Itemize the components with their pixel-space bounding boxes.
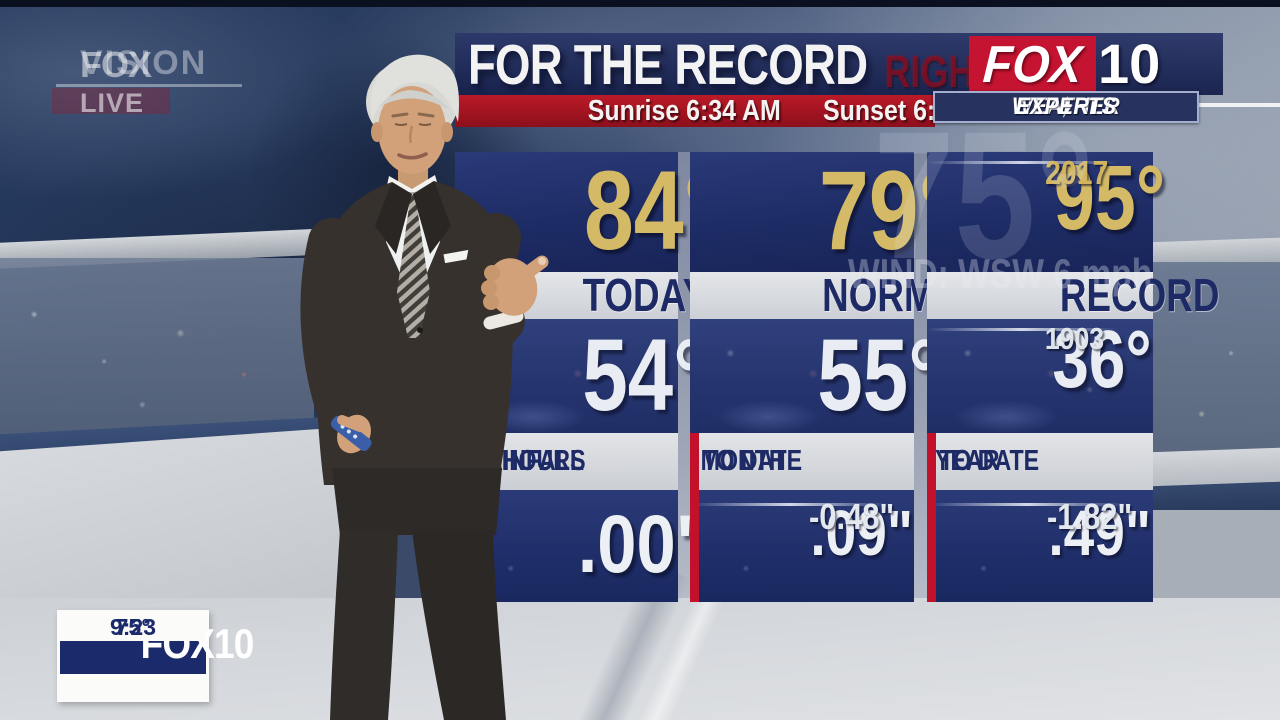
fox-logo-ten: 10 [1098,32,1161,95]
ghost-current-temp: 75° [873,93,1094,297]
lightning-bolt-icon [1059,96,1073,118]
bug-clock: 9:23 [109,614,157,640]
red-divider-bar [927,433,936,602]
weather-experts-badge: WEATHER EXPERTS [933,91,1199,123]
year-to-date-value-block: .49" -1.82" [927,490,1153,602]
rainfall-24h-value: .00" [577,499,709,590]
record-high-block: 95° 2017 [927,152,1165,272]
month-to-date-value: .09" [810,497,913,569]
record-high-year: 2017 [1045,154,1109,191]
experts-label: EXPERTS [1015,93,1117,120]
record-low-year: 1903 [1044,321,1105,356]
live-badge: LIVE [80,88,145,118]
watermark-vision-label: VISION [80,44,208,82]
record-high-temp: 95° [1053,147,1166,249]
weatherman-silhouette [300,54,549,720]
watermark-fox-label: FOX [80,44,152,85]
record-label-band: RECORD [927,272,1219,319]
bug-temperature: 75° [115,614,151,640]
station-bug: FOX10 9:23 75° [57,610,254,702]
watermark-divider [56,84,242,87]
frame-top-edge [0,0,1280,7]
year-to-date-header-band: YEAR TO DATE [927,433,1153,490]
month-to-date-header-band: MONTH TO DATE [690,433,914,490]
watermark-red-band [52,88,170,114]
red-divider-bar [690,433,699,602]
today-low-temp: 54° [581,318,706,432]
fox-logo: FOX [969,36,1096,94]
header-accent-line [1199,103,1280,107]
sunset-time: Sunset 6:38 PM [823,95,1008,127]
year-to-date-value: .49" [1048,497,1151,569]
studio-glass-panel-right [1148,262,1280,452]
month-to-date-departure: -0.48" [808,496,895,537]
station-bug-info: 9:23 75° [60,614,206,641]
normal-low-temp: 55° [817,318,941,432]
separator-line [927,328,1117,331]
separator-line [690,503,890,506]
studio-glass-panel-left [0,258,314,446]
separator-line [927,161,1117,164]
sun-times-bar [456,95,935,127]
sunrise-time: Sunrise 6:34 AM [587,95,781,127]
normal-low-block: 55° [690,319,941,433]
ghost-wind-readout: WIND: WSW 6 mph [848,250,1153,297]
foxvision-watermark: FOX VISION LIVE [50,44,290,124]
studio-gray-band-right [1148,510,1280,610]
record-low-temp: 36° [1052,314,1152,405]
month-to-date-value-block: .09" -0.48" [690,490,914,602]
column-record: 95° 2017 RECORD 36° 1903 YEAR TO DATE .4… [927,152,1219,602]
record-low-block: 36° 1903 [927,319,1153,433]
separator-line [927,503,1127,506]
year-to-date-departure: -1.82" [1046,496,1133,537]
